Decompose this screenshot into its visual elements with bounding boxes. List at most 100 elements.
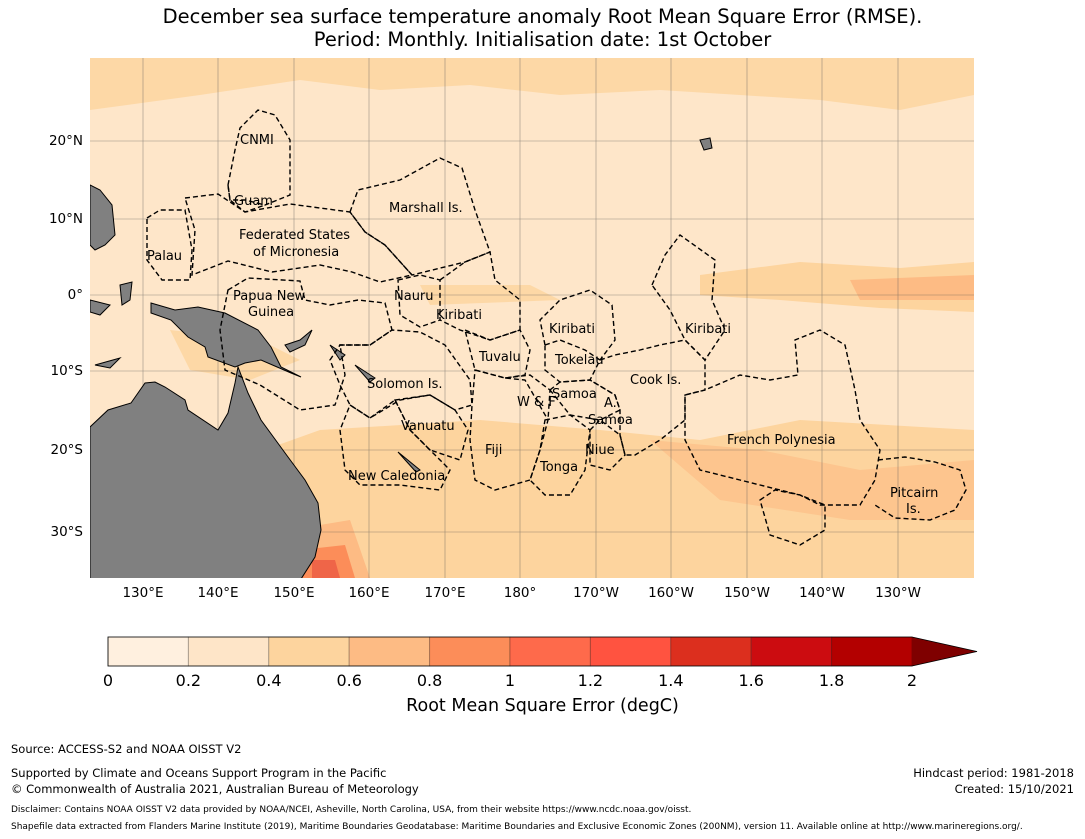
supported-text: Supported by Climate and Oceans Support … [11, 766, 387, 780]
lat-tick: 20°S [50, 442, 84, 458]
colorbar-extend-arrow [912, 637, 977, 666]
lon-tick: 180° [503, 585, 537, 601]
eez-kiribati-gilbert [439, 251, 521, 341]
disclaimer-text: Disclaimer: Contains NOAA OISST V2 data … [11, 805, 692, 815]
eez-png [219, 277, 393, 411]
colorbar-tick: 1.8 [818, 671, 845, 690]
label-american-samoa: Samoa [588, 413, 633, 428]
label-french-polynesia: French Polynesia [727, 433, 836, 448]
figure-title-line2: Period: Monthly. Initialisation date: 1s… [313, 28, 772, 51]
lon-tick: 160°W [648, 585, 694, 601]
label-kiribati-central: Kiribati [549, 322, 595, 337]
colorbar-tick: 1 [504, 671, 516, 690]
label-kiribati-east: Kiribati [685, 322, 731, 337]
label-tonga: Tonga [539, 460, 578, 475]
colorbar-segment [348, 636, 431, 667]
map-panel: CNMI Guam Marshall Is. Federated States … [90, 58, 974, 578]
land [90, 137, 713, 578]
lat-tick: 0° [67, 287, 83, 303]
label-cook: Cook Is. [630, 373, 681, 388]
colorbar-outline [107, 636, 978, 667]
eez-fiji [469, 369, 549, 491]
colorbar-tick: 0.4 [256, 671, 282, 690]
eez-tonga [529, 414, 591, 496]
eez-new-caledonia [339, 398, 451, 491]
colorbar-segment [509, 636, 591, 667]
lon-tick: 160°E [348, 585, 390, 601]
eez-marshall [349, 157, 491, 276]
eez-vanuatu [393, 394, 469, 461]
colorbar-tick: 0.2 [175, 671, 202, 690]
colorbar-tick: 1.2 [577, 671, 604, 690]
region-labels: CNMI Guam Marshall Is. Federated States … [147, 133, 938, 517]
label-new-caledonia: New Caledonia [348, 469, 445, 484]
label-tuvalu: Tuvalu [478, 350, 521, 365]
copyright-text: © Commonwealth of Australia 2021, Austra… [11, 782, 419, 796]
eez-niue [589, 419, 626, 471]
eez-fp-south [759, 489, 826, 546]
lat-tick: 10°N [48, 211, 83, 227]
hindcast-period: Hindcast period: 1981-2018 [913, 766, 1074, 780]
colorbar [107, 636, 978, 667]
label-nauru: Nauru [394, 289, 434, 304]
label-samoa: Samoa [552, 387, 597, 402]
label-pitcairn-2: Is. [906, 502, 921, 517]
eez-solomon [329, 329, 473, 419]
lat-tick: 10°S [50, 363, 84, 379]
new-britain [284, 329, 313, 353]
eez-samoa [549, 379, 621, 421]
eez-tokelau [544, 339, 601, 383]
source-text: Source: ACCESS-S2 and NOAA OISST V2 [11, 742, 242, 756]
borneo [90, 184, 116, 251]
label-fsm-1: Federated States [239, 228, 350, 243]
colorbar-segment [831, 636, 913, 667]
sulawesi [119, 281, 133, 306]
lon-tick: 150°E [273, 585, 315, 601]
colorbar-tick: 0 [102, 671, 114, 690]
label-kiribati-west: Kiribati [436, 308, 482, 323]
label-fiji: Fiji [485, 443, 502, 458]
new-guinea [150, 302, 302, 378]
colorbar-segment [589, 636, 672, 667]
timor [94, 357, 122, 369]
colorbar-tick: 2 [906, 671, 918, 690]
colorbar-segment [429, 636, 511, 667]
eez-pitcairn [874, 456, 967, 521]
label-vanuatu: Vanuatu [401, 419, 455, 434]
created-date: Created: 15/10/2021 [954, 782, 1074, 796]
colorbar-tick: 1.4 [658, 671, 684, 690]
label-pitcairn-1: Pitcairn [890, 486, 938, 501]
eez-guam [227, 184, 266, 213]
eez-french-polynesia [684, 329, 881, 506]
label-wallis-futuna: W & F [517, 395, 556, 410]
lon-tick: 170°W [573, 585, 619, 601]
label-palau: Palau [147, 249, 182, 264]
mindanao [90, 299, 111, 316]
lat-tick: 20°N [48, 133, 83, 149]
new-caledonia [397, 451, 421, 473]
shapefile-credit: Shapefile data extracted from Flanders M… [11, 822, 1023, 832]
label-cnmi: CNMI [240, 133, 274, 148]
colorbar-tick: 0.8 [416, 671, 443, 690]
lat-tick: 30°S [50, 524, 84, 540]
eez-wallis-futuna [504, 374, 551, 421]
hawaii [699, 137, 713, 151]
label-marshall: Marshall Is. [389, 201, 463, 216]
eez-palau [146, 209, 193, 281]
label-guam: Guam [234, 194, 273, 209]
colorbar-segment [670, 636, 752, 667]
label-png-1: Papua New [233, 289, 306, 304]
colorbar-segment [107, 636, 189, 667]
eez-fsm [184, 193, 414, 283]
colorbar-tick: 1.6 [738, 671, 764, 690]
lon-tick: 130°W [875, 585, 921, 601]
figure-title-line1: December sea surface temperature anomaly… [162, 5, 923, 28]
eez-kiribati-phoenix [539, 289, 616, 361]
lon-tick: 150°W [724, 585, 770, 601]
colorbar-label: Root Mean Square Error (degC) [406, 696, 679, 716]
label-solomon: Solomon Is. [367, 377, 443, 392]
lon-tick: 130°E [122, 585, 164, 601]
lon-tick: 170°E [424, 585, 466, 601]
colorbar-tick: 0.6 [336, 671, 362, 690]
